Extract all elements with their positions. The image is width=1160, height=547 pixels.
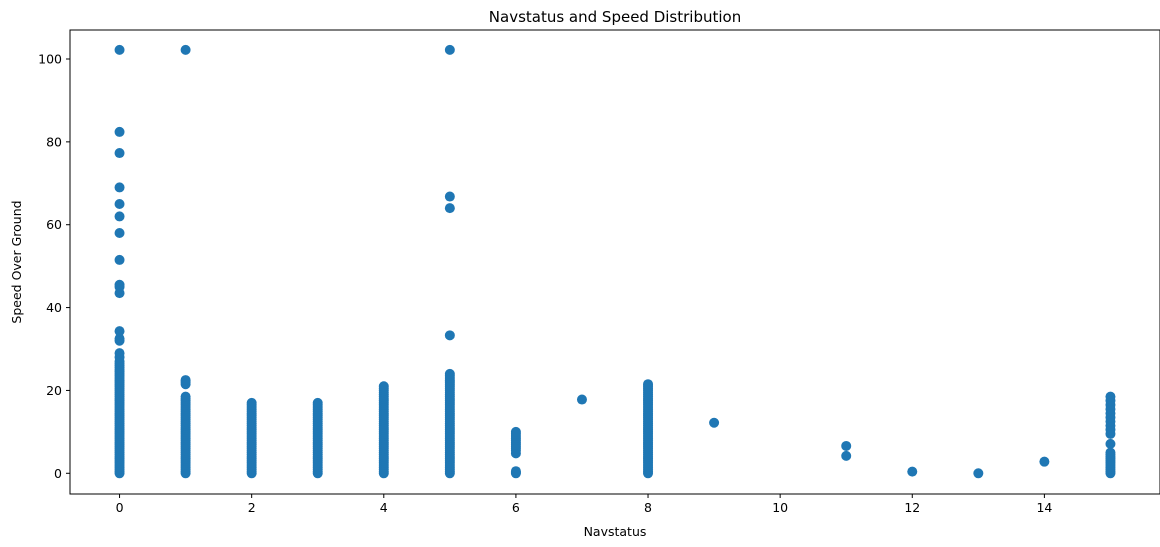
data-point (114, 326, 125, 337)
y-tick-label: 20 (46, 383, 62, 398)
axes-frame (69, 29, 1160, 495)
data-point (114, 211, 125, 222)
data-point (444, 368, 455, 379)
data-point (114, 279, 125, 290)
x-tick-label: 12 (904, 500, 920, 515)
data-point (114, 148, 125, 159)
data-point (444, 44, 455, 55)
y-tick-label: 60 (46, 217, 62, 232)
data-point (576, 394, 587, 405)
data-point (312, 397, 323, 408)
x-tick-label: 10 (772, 500, 788, 515)
data-point (510, 466, 521, 477)
y-axis: 0 20 40 60 80 100 (38, 52, 70, 481)
data-point (114, 182, 125, 193)
data-point (180, 44, 191, 55)
x-tick-label: 2 (248, 500, 256, 515)
data-point (180, 391, 191, 402)
data-point (510, 426, 521, 437)
chart-title: Navstatus and Speed Distribution (489, 8, 741, 26)
data-point (444, 191, 455, 202)
y-tick-label: 80 (46, 134, 62, 149)
y-tick-label: 100 (38, 52, 62, 67)
data-point (907, 466, 918, 477)
x-axis: 0 2 4 6 8 10 12 14 (116, 494, 1052, 515)
data-point (378, 381, 389, 392)
x-axis-label: Navstatus (584, 524, 647, 539)
data-point (444, 203, 455, 214)
data-point (246, 397, 257, 408)
data-point (709, 417, 720, 428)
data-point (114, 228, 125, 238)
data-point (643, 379, 654, 390)
plot-area (114, 44, 1116, 479)
data-point (841, 450, 852, 461)
x-tick-label: 14 (1036, 500, 1052, 515)
data-point (180, 375, 191, 386)
x-tick-label: 4 (380, 500, 388, 515)
data-point (973, 468, 984, 479)
data-point (841, 440, 852, 451)
y-tick-label: 40 (46, 300, 62, 315)
x-tick-label: 0 (116, 500, 124, 515)
y-tick-label: 0 (54, 466, 62, 481)
y-axis-label: Speed Over Ground (9, 200, 24, 323)
data-point (1105, 447, 1116, 458)
x-tick-label: 8 (644, 500, 652, 515)
data-point (444, 330, 455, 341)
data-point (114, 44, 125, 55)
data-point (1105, 391, 1116, 402)
x-tick-label: 6 (512, 500, 520, 515)
data-point (1039, 456, 1050, 467)
data-point (114, 333, 125, 344)
data-point (114, 126, 125, 137)
data-point (114, 254, 125, 265)
data-point (114, 348, 125, 359)
data-point (1105, 438, 1116, 449)
data-point (114, 199, 125, 209)
